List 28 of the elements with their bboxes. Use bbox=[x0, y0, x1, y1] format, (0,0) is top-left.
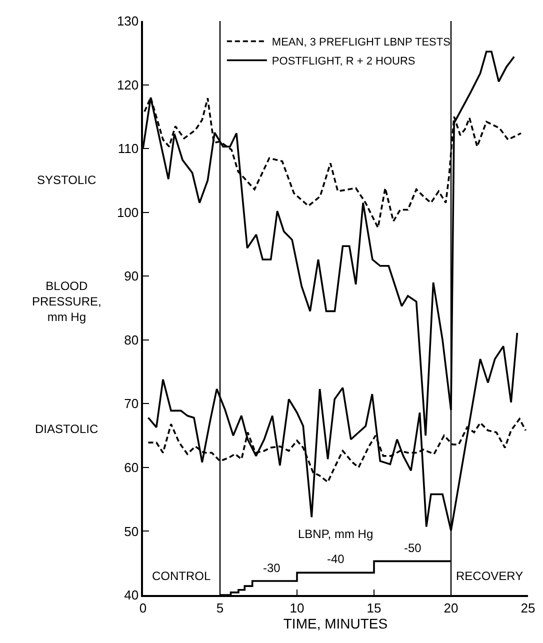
y-tick-label: 50 bbox=[124, 524, 139, 539]
x-tick-label: 20 bbox=[444, 600, 458, 616]
x-tick-label: 5 bbox=[216, 600, 224, 616]
annotation: -30 bbox=[263, 561, 281, 575]
x-tick-label: 0 bbox=[139, 600, 147, 616]
annotation: -50 bbox=[404, 541, 422, 555]
y-tick-label: 60 bbox=[124, 460, 139, 475]
text: SYSTOLIC bbox=[37, 173, 96, 187]
x-tick-label: 15 bbox=[366, 600, 382, 616]
x-tick-label: 25 bbox=[520, 600, 536, 616]
y-tick-label: 90 bbox=[124, 268, 139, 284]
y-tick-label: 130 bbox=[116, 14, 139, 29]
y-axis-title: BLOOD PRESSURE, mm Hg bbox=[32, 279, 102, 324]
y-tick-label: 110 bbox=[118, 141, 139, 156]
annotation: RECOVERY bbox=[456, 569, 524, 583]
annotation: -40 bbox=[327, 552, 345, 566]
legend-label: MEAN, 3 PREFLIGHT LBNP TESTS bbox=[272, 36, 450, 49]
y-tick-label: 80 bbox=[124, 332, 139, 348]
y-tick-label: 100 bbox=[116, 204, 139, 220]
y-tick-label: 70 bbox=[124, 396, 139, 412]
legend-label: POSTFLIGHT, R + 2 HOURS bbox=[272, 56, 416, 68]
y-tick-label: 120 bbox=[116, 77, 139, 92]
x-tick-label: 10 bbox=[290, 600, 304, 616]
annotation: CONTROL bbox=[152, 569, 211, 583]
text: DIASTOLIC bbox=[35, 422, 98, 436]
x-axis-title: TIME, MINUTES bbox=[283, 615, 388, 632]
annotation: LBNP, mm Hg bbox=[298, 527, 374, 541]
y-tick-label: 40 bbox=[124, 588, 139, 603]
